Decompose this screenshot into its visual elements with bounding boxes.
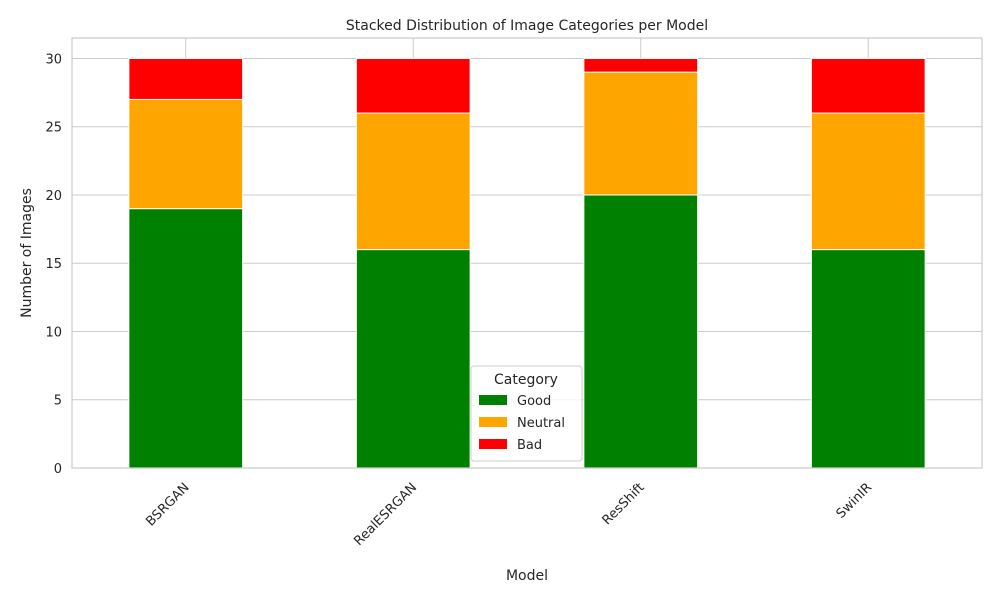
legend-items: Good Neutral Bad: [479, 394, 565, 453]
y-tick-label: 10: [45, 325, 62, 340]
y-tick-label: 30: [45, 52, 62, 67]
plot-frame: [71, 37, 983, 469]
y-tick-label: 0: [54, 462, 62, 477]
x-tick-label: RealESRGAN: [351, 480, 420, 549]
legend-label-neutral: Neutral: [517, 416, 565, 431]
bar-neutral-swinir: [810, 112, 926, 251]
legend-swatch-neutral: [479, 417, 507, 427]
y-tick-label: 15: [45, 257, 62, 272]
bar-bad-realesrgan: [355, 57, 471, 114]
chart-title: Stacked Distribution of Image Categories…: [346, 18, 708, 34]
y-tick-labels: 0 5 10 15 20 25 30: [45, 52, 62, 477]
bar-good-realesrgan: [355, 249, 471, 469]
x-tick-label: SwinIR: [834, 480, 875, 521]
bar-neutral-resshift: [583, 71, 699, 196]
bar-bad-resshift: [583, 57, 699, 73]
legend-label-bad: Bad: [517, 438, 542, 453]
bar-bad-swinir: [810, 57, 926, 114]
x-axis-label: Model: [506, 568, 548, 584]
bar-neutral-bsrgan: [128, 98, 244, 210]
legend-swatch-good: [479, 395, 507, 405]
y-tick-label: 5: [54, 394, 62, 409]
legend-swatch-bad: [479, 439, 507, 449]
bar-neutral-realesrgan: [355, 112, 471, 251]
bar-good-swinir: [810, 249, 926, 469]
y-tick-label: 20: [45, 189, 62, 204]
legend-label-good: Good: [517, 394, 551, 409]
bar-good-bsrgan: [128, 208, 244, 469]
legend-box: [470, 365, 583, 462]
y-tick-label: 25: [45, 121, 62, 136]
x-tick-labels: BSRGAN RealESRGAN ResShift SwinIR: [143, 480, 875, 549]
x-tick-label: ResShift: [600, 480, 648, 528]
bars: [128, 57, 926, 469]
x-tick-label: BSRGAN: [143, 480, 192, 529]
legend: Category Good Neutral Bad: [470, 365, 583, 462]
y-axis-label: Number of Images: [19, 188, 35, 318]
bar-good-resshift: [583, 194, 699, 469]
legend-title: Category: [494, 372, 558, 388]
bar-bad-bsrgan: [128, 57, 244, 100]
